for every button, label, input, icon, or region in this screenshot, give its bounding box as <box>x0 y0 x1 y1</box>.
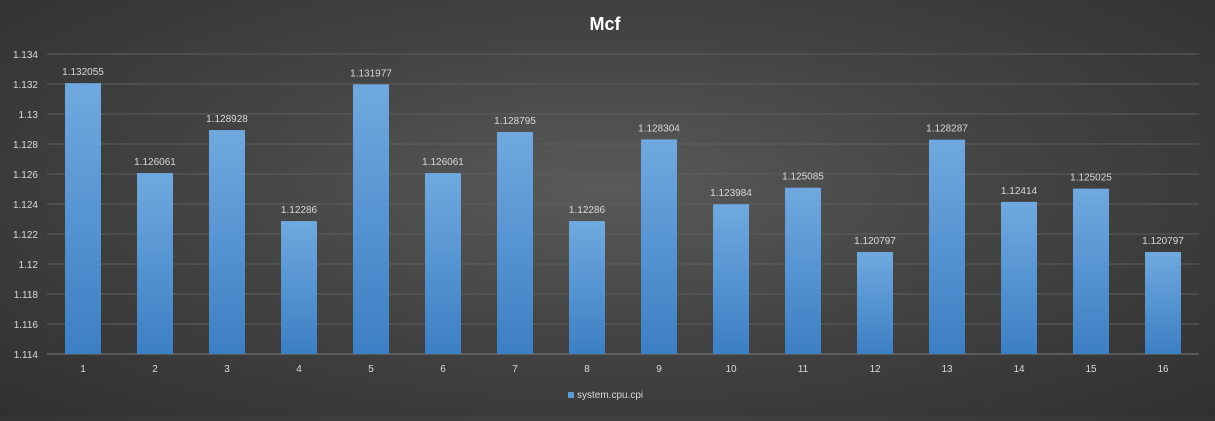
data-label-1: 1.132055 <box>62 67 104 78</box>
bar-15[interactable] <box>1073 188 1109 354</box>
x-tick-label: 3 <box>224 364 230 375</box>
y-tick-label: 1.132 <box>13 80 38 91</box>
x-tick-label: 5 <box>368 364 374 375</box>
x-tick-label: 11 <box>798 364 809 375</box>
data-label-6: 1.126061 <box>422 157 464 168</box>
bar-3[interactable] <box>209 130 245 354</box>
y-tick-label: 1.13 <box>19 110 39 121</box>
data-label-10: 1.123984 <box>710 188 752 199</box>
y-tick-label: 1.116 <box>14 320 39 331</box>
bar-9[interactable] <box>641 139 677 354</box>
bar-5[interactable] <box>353 84 389 354</box>
data-label-5: 1.131977 <box>350 68 392 79</box>
x-tick-label: 9 <box>656 364 662 375</box>
x-axis-tick-labels: 1 2 3 4 5 6 7 8 9 10 11 12 13 14 15 16 <box>80 364 1169 375</box>
y-tick-label: 1.128 <box>13 140 38 151</box>
bar-16[interactable] <box>1145 252 1181 354</box>
x-tick-label: 7 <box>512 364 518 375</box>
bars <box>65 83 1181 355</box>
data-label-14: 1.12414 <box>1001 186 1038 197</box>
x-tick-label: 8 <box>584 364 590 375</box>
data-label-11: 1.125085 <box>782 172 824 183</box>
bar-11[interactable] <box>785 187 821 354</box>
y-tick-label: 1.122 <box>13 230 38 241</box>
legend-swatch <box>568 392 574 398</box>
bar-12[interactable] <box>857 252 893 354</box>
x-tick-label: 15 <box>1085 364 1097 375</box>
x-tick-label: 12 <box>869 364 881 375</box>
y-tick-label: 1.126 <box>13 170 38 181</box>
data-label-2: 1.126061 <box>134 157 176 168</box>
x-tick-label: 14 <box>1013 364 1025 375</box>
y-tick-label: 1.134 <box>13 50 38 61</box>
bar-6[interactable] <box>425 173 461 354</box>
y-tick-label: 1.124 <box>13 200 38 211</box>
data-label-15: 1.125025 <box>1070 173 1112 184</box>
x-tick-label: 1 <box>80 364 86 375</box>
bar-7[interactable] <box>497 132 533 354</box>
data-label-4: 1.12286 <box>281 205 318 216</box>
x-tick-label: 2 <box>152 364 158 375</box>
data-labels: 1.132055 1.126061 1.128928 1.12286 1.131977 1… <box>62 67 1184 247</box>
y-axis-tick-labels: 1.114 1.116 1.118 1.12 1.122 1.124 1.126 1.128 1… <box>13 50 38 361</box>
x-tick-label: 4 <box>296 364 302 375</box>
bar-10[interactable] <box>713 204 749 354</box>
x-tick-label: 16 <box>1157 364 1169 375</box>
x-tick-label: 6 <box>440 364 446 375</box>
x-tick-label: 10 <box>725 364 737 375</box>
data-label-16: 1.120797 <box>1142 236 1184 247</box>
y-tick-label: 1.114 <box>14 350 39 361</box>
bar-2[interactable] <box>137 173 173 354</box>
data-label-8: 1.12286 <box>569 205 606 216</box>
chart-title: Mcf <box>590 14 622 34</box>
x-tick-label: 13 <box>941 364 953 375</box>
data-label-7: 1.128795 <box>494 116 536 127</box>
bar-13[interactable] <box>929 139 965 354</box>
data-label-13: 1.128287 <box>926 124 968 135</box>
bar-4[interactable] <box>281 221 317 354</box>
data-label-3: 1.128928 <box>206 114 248 125</box>
data-label-9: 1.128304 <box>638 123 680 134</box>
bar-8[interactable] <box>569 221 605 354</box>
bar-1[interactable] <box>65 83 101 355</box>
legend-label: system.cpu.cpi <box>577 390 643 401</box>
legend[interactable]: system.cpu.cpi <box>568 390 643 401</box>
data-label-12: 1.120797 <box>854 236 896 247</box>
y-tick-label: 1.118 <box>14 290 39 301</box>
y-tick-label: 1.12 <box>19 260 39 271</box>
bar-14[interactable] <box>1001 201 1037 354</box>
